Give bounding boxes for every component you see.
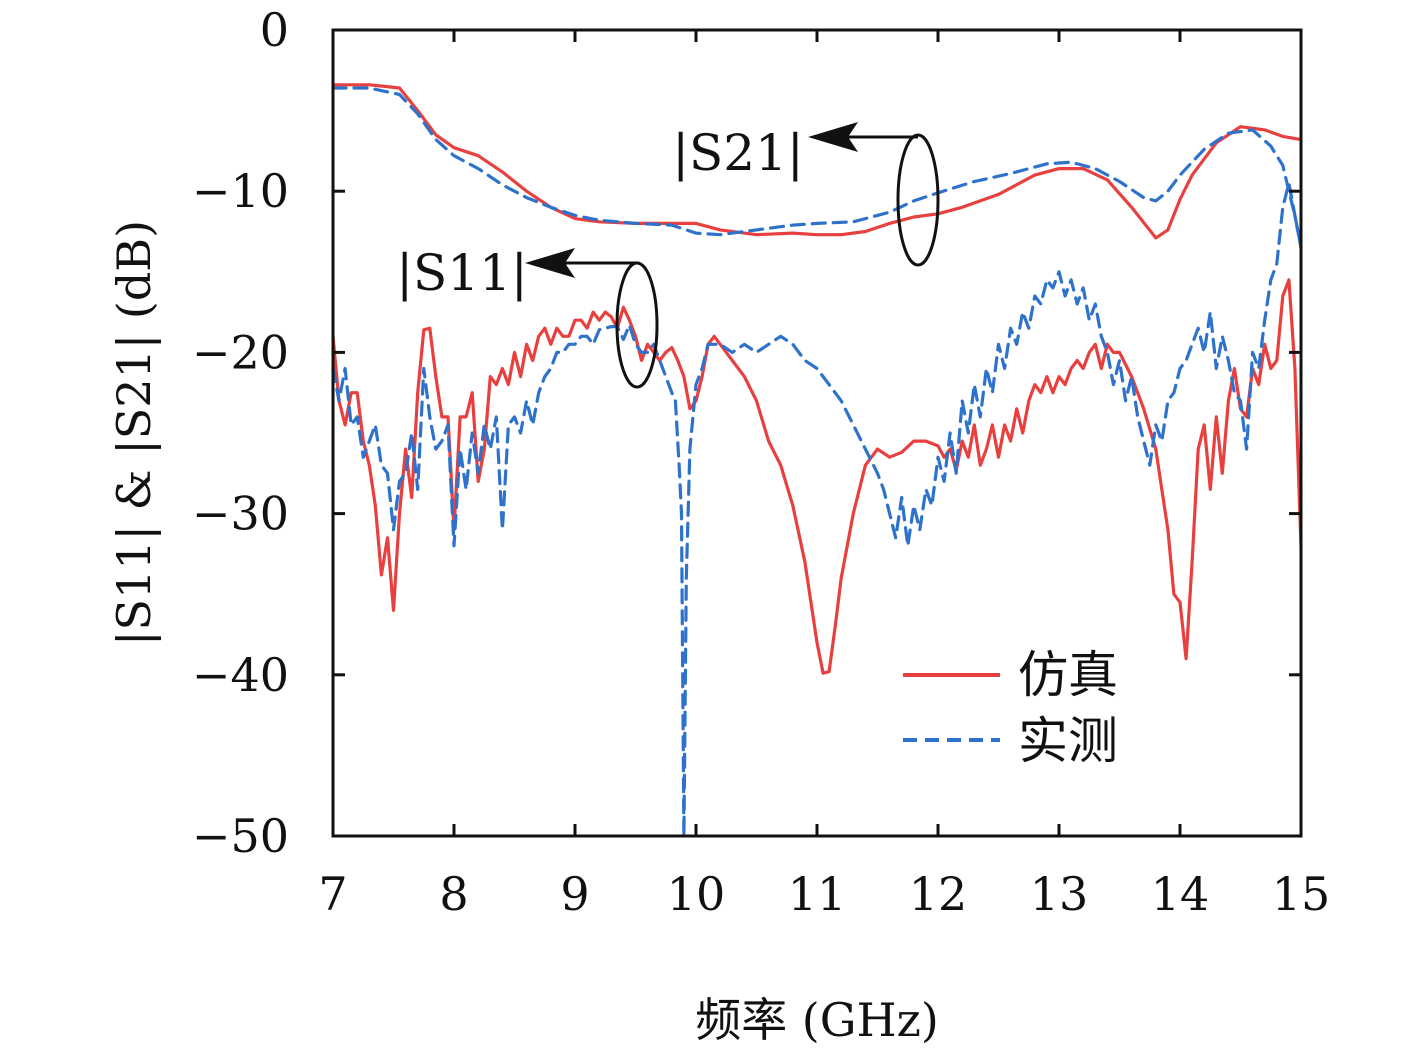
x-tick-label: 13: [1030, 867, 1089, 921]
x-tick-label: 8: [439, 867, 468, 921]
series-line-measured-s21: [331, 86, 1303, 250]
ticks-layer: 7 8 9 10 11 12 13 14 15 0 −10 −20 −30 −40 −50: [192, 3, 1330, 921]
s11-loop: [615, 261, 659, 389]
legend-label-sim: 仿真: [1018, 646, 1118, 704]
s21-arrow-head: [808, 122, 858, 152]
x-tick-label: 14: [1151, 867, 1210, 921]
x-tick-label: 9: [560, 867, 589, 921]
y-tick-label: 0: [260, 3, 289, 57]
y-tick-label: −30: [192, 487, 289, 541]
y-tick-label: −20: [192, 325, 289, 379]
y-tick-label: −40: [192, 648, 289, 702]
annotation-s11: |S11|: [396, 244, 528, 302]
s11-arrow-head: [525, 248, 575, 278]
y-axis-title: |S11| & |S21| (dB): [107, 220, 161, 646]
series-line-measured-s11: [331, 181, 1303, 838]
y-tick-label: −10: [192, 164, 289, 218]
x-axis-title: 频率 (GHz): [695, 993, 939, 1047]
annotation-s21: |S21|: [672, 124, 804, 182]
series-line-simulated-s11: [331, 278, 1303, 675]
legend-label-meas: 实测: [1018, 712, 1118, 770]
series-line-simulated-s21: [331, 83, 1303, 240]
x-tick-label: 7: [318, 867, 347, 921]
series-layer: [331, 83, 1303, 838]
x-tick-label: 15: [1272, 867, 1331, 921]
y-tick-label: −50: [192, 809, 289, 863]
x-tick-label: 12: [909, 867, 968, 921]
x-tick-label: 11: [788, 867, 847, 921]
x-tick-label: 10: [667, 867, 726, 921]
s21-loop: [896, 133, 940, 267]
